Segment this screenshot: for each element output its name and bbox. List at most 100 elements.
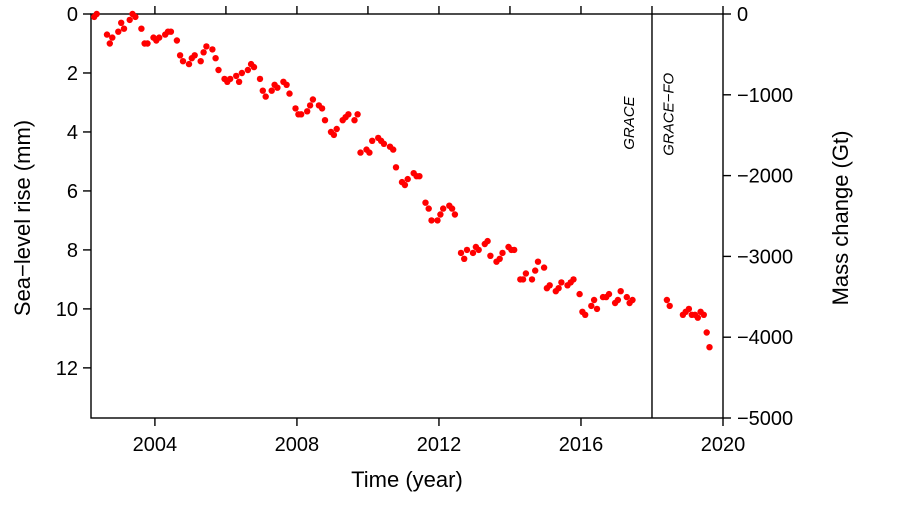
data-point (132, 13, 139, 21)
data-point (118, 19, 125, 26)
data-point (262, 93, 269, 100)
data-point (437, 211, 444, 218)
data-point (511, 246, 518, 254)
data-points (91, 10, 713, 351)
data-point (120, 25, 128, 32)
data-point (318, 105, 326, 112)
data-point (469, 249, 477, 257)
data-point (93, 10, 100, 18)
y-right-tick-label: −4000 (737, 327, 793, 349)
data-point (191, 52, 198, 59)
data-point (286, 90, 293, 97)
data-point (366, 149, 373, 156)
data-point (392, 164, 400, 171)
data-point (306, 102, 314, 109)
data-point (706, 344, 713, 351)
data-point (663, 296, 671, 304)
x-axis-title: Time (year) (351, 467, 463, 492)
x-tick-label: 2012 (417, 434, 462, 456)
data-point (103, 31, 111, 38)
y-left-tick-label: 8 (67, 240, 78, 262)
data-point (484, 237, 491, 245)
data-point (244, 66, 252, 74)
x-tick-label: 2004 (133, 434, 178, 456)
data-point (283, 81, 290, 89)
data-point (487, 252, 494, 259)
data-point (558, 279, 565, 286)
data-point (256, 75, 264, 83)
data-point (428, 217, 435, 224)
data-point (209, 46, 216, 53)
data-point (138, 25, 145, 32)
data-point (330, 131, 338, 139)
data-point (534, 258, 542, 265)
y-axis-left-title: Sea−level rise (mm) (10, 120, 35, 316)
y-axis-left: 0 2 4 6 8 10 12 (56, 4, 91, 380)
data-point (357, 149, 364, 156)
data-point (532, 267, 539, 274)
data-point (703, 329, 710, 336)
data-point (570, 276, 577, 283)
data-point (235, 78, 243, 86)
data-point (582, 311, 589, 318)
data-point (555, 285, 562, 292)
mission-labels: GRACE GRACE−FO (621, 73, 677, 156)
data-point (268, 87, 275, 94)
data-point (425, 205, 432, 212)
data-point (617, 288, 624, 295)
data-point (292, 105, 299, 112)
data-point (540, 264, 548, 271)
data-point (197, 58, 204, 65)
data-point (233, 72, 240, 80)
data-point (475, 246, 482, 254)
data-point (200, 49, 207, 56)
data-point (333, 125, 340, 133)
data-point (499, 249, 506, 257)
y-left-tick-label: 6 (67, 181, 78, 203)
data-point (576, 290, 583, 298)
data-point (401, 181, 409, 189)
data-point (685, 305, 693, 313)
data-point (496, 255, 503, 262)
data-point (416, 173, 423, 180)
data-point (440, 205, 447, 212)
y-left-tick-label: 12 (56, 358, 78, 380)
y-right-tick-label: −2000 (737, 166, 793, 188)
data-point (380, 140, 388, 147)
data-point (457, 249, 465, 257)
data-point (451, 211, 459, 218)
y-right-tick-label: 0 (737, 4, 748, 26)
data-point (156, 34, 163, 41)
data-point (666, 302, 673, 310)
data-point (238, 69, 246, 77)
data-point (588, 302, 595, 310)
data-point (227, 75, 234, 83)
y-left-tick-label: 0 (67, 4, 78, 26)
data-point (321, 117, 329, 124)
data-point (593, 305, 601, 313)
data-point (590, 296, 598, 304)
data-point (354, 111, 361, 118)
data-point (461, 255, 468, 262)
x-tick-label: 2016 (559, 434, 604, 456)
data-point (605, 290, 613, 298)
data-point (390, 146, 397, 153)
data-point (463, 246, 471, 254)
y-left-tick-label: 4 (67, 122, 78, 144)
data-point (448, 205, 456, 212)
data-point (215, 66, 222, 74)
data-point (309, 96, 317, 103)
data-point (694, 314, 701, 321)
data-point (115, 28, 122, 35)
data-point (404, 175, 411, 183)
data-point (614, 296, 622, 304)
data-point (109, 34, 116, 41)
data-point (274, 84, 281, 91)
data-point (519, 276, 527, 283)
data-point (106, 40, 114, 47)
mission-label: GRACE−FO (660, 73, 677, 156)
data-point (167, 28, 175, 35)
data-point (126, 16, 133, 24)
